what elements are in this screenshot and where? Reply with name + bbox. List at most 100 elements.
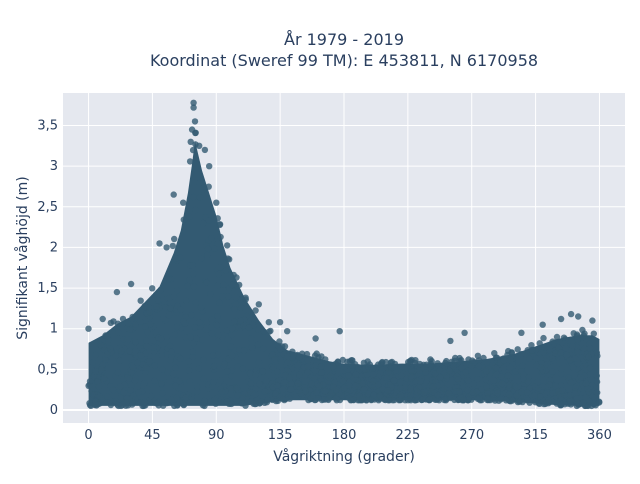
data-point — [228, 281, 236, 289]
data-point — [151, 362, 158, 369]
data-point — [109, 386, 117, 393]
tick-labels: 0 45 90 135 180 225 270 315 360 0 0,5 1 1,5 2 2,5 3 3,5 — [37, 119, 612, 443]
data-point — [483, 383, 490, 391]
data-point — [142, 364, 150, 371]
data-point — [490, 377, 498, 384]
chart-title-line1: År 1979 - 2019 — [284, 30, 404, 49]
data-point — [422, 369, 429, 376]
data-point — [462, 369, 469, 376]
data-point — [557, 365, 565, 373]
data-point — [255, 359, 263, 366]
data-point — [190, 270, 197, 278]
data-point-outlier — [201, 146, 209, 154]
data-point — [143, 342, 150, 350]
data-point — [220, 281, 227, 288]
data-point — [214, 351, 222, 359]
data-point — [168, 348, 175, 356]
data-point-outlier — [156, 240, 163, 247]
data-point — [241, 347, 248, 354]
data-point — [417, 378, 424, 385]
data-point — [92, 400, 99, 408]
data-point — [559, 386, 566, 394]
data-point — [574, 333, 581, 340]
data-point — [536, 340, 543, 347]
data-point-outlier — [539, 321, 546, 328]
data-point — [231, 306, 238, 313]
data-point — [446, 367, 453, 375]
data-point — [558, 370, 565, 378]
data-point — [141, 302, 148, 310]
x-tick-label: 360 — [587, 428, 612, 443]
data-point — [344, 358, 351, 365]
data-point — [413, 396, 421, 404]
data-point — [571, 355, 579, 362]
data-point — [279, 386, 286, 393]
data-point — [288, 381, 295, 388]
data-point — [189, 348, 196, 355]
x-axis-label: Vågriktning (grader) — [273, 448, 415, 465]
data-point — [124, 336, 132, 343]
data-point — [224, 336, 232, 343]
data-point — [475, 362, 483, 370]
data-point — [567, 379, 575, 386]
data-point — [92, 368, 99, 375]
data-point — [513, 384, 521, 391]
data-point — [249, 389, 256, 396]
data-point — [190, 193, 197, 201]
data-point — [465, 396, 472, 404]
data-point — [89, 359, 97, 366]
data-point — [182, 394, 189, 401]
data-point — [143, 337, 150, 344]
data-point — [224, 368, 231, 375]
data-point — [132, 338, 139, 345]
data-point — [151, 377, 158, 385]
data-point — [281, 343, 289, 350]
data-point-outlier — [170, 191, 177, 198]
data-point — [451, 396, 458, 404]
data-point — [304, 368, 312, 376]
data-point — [573, 395, 581, 402]
data-point — [286, 374, 293, 381]
data-point — [196, 319, 203, 326]
data-point — [254, 326, 262, 333]
data-point — [192, 299, 199, 306]
data-point — [541, 344, 548, 351]
data-point — [190, 283, 198, 290]
data-point — [418, 396, 426, 403]
data-point — [384, 387, 391, 394]
data-point — [92, 351, 100, 359]
data-point — [456, 354, 463, 362]
data-point-outlier — [336, 328, 343, 335]
data-point — [407, 385, 414, 392]
data-point — [171, 235, 178, 243]
data-point — [245, 324, 253, 331]
data-point — [370, 391, 377, 399]
data-point — [159, 315, 167, 322]
data-point — [146, 358, 153, 365]
y-tick-label: 3 — [50, 159, 58, 174]
data-point-outlier — [312, 335, 319, 342]
data-point — [508, 349, 515, 357]
data-point — [537, 364, 545, 371]
data-point — [200, 375, 207, 382]
data-point — [274, 368, 281, 375]
data-point — [416, 360, 423, 368]
data-point-outlier — [461, 329, 468, 336]
data-point — [199, 336, 206, 344]
data-point — [385, 369, 392, 376]
data-point — [403, 364, 411, 371]
data-point — [284, 367, 291, 374]
data-point — [517, 350, 525, 358]
data-point — [107, 401, 115, 409]
data-point — [524, 378, 532, 386]
data-point — [239, 394, 246, 401]
data-point — [264, 396, 271, 404]
data-point — [421, 389, 428, 396]
data-point — [519, 362, 526, 369]
data-point — [177, 306, 184, 313]
data-point — [311, 375, 318, 382]
data-point — [500, 364, 507, 371]
data-point-outlier — [255, 301, 262, 308]
data-point — [284, 358, 292, 366]
data-point — [594, 389, 601, 396]
